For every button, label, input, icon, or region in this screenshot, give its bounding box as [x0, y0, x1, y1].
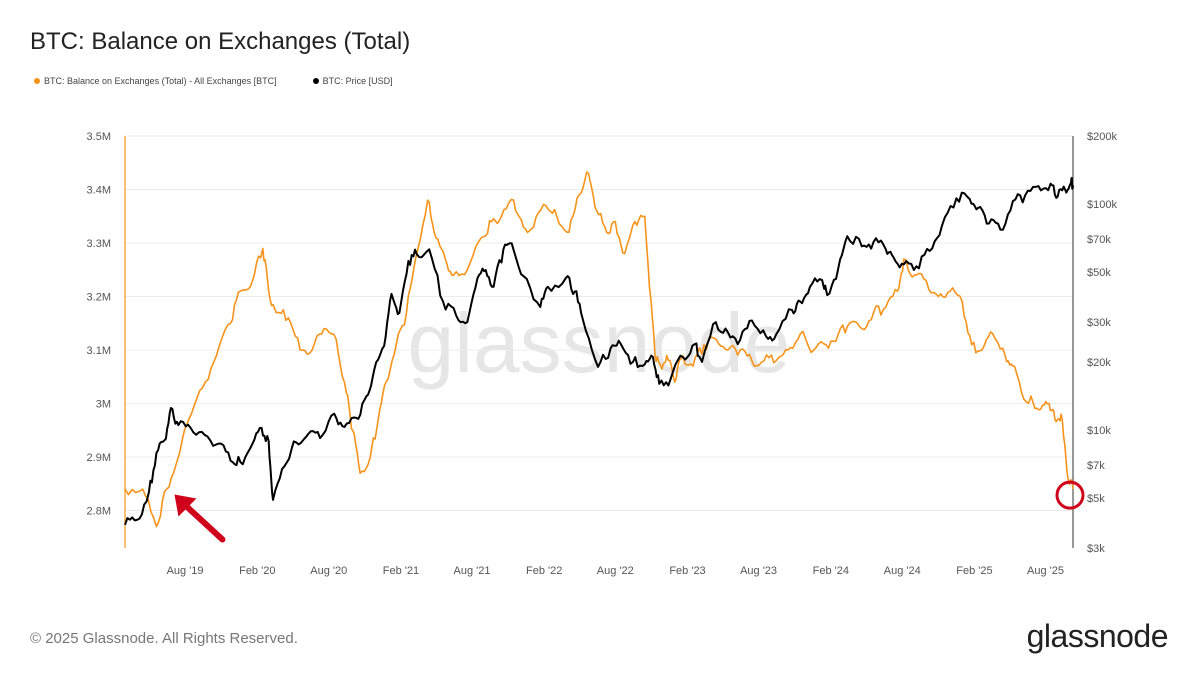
chart-title: BTC: Balance on Exchanges (Total)	[30, 28, 411, 55]
x-tick: Feb '22	[526, 565, 562, 577]
watermark: glassnode	[408, 296, 791, 390]
y-tick-right: $10k	[1087, 425, 1111, 437]
x-tick: Feb '24	[813, 565, 849, 577]
x-tick: Aug '21	[454, 565, 491, 577]
legend-item-price[interactable]: BTC: Price [USD]	[312, 76, 393, 86]
highlight-circle	[1055, 480, 1085, 510]
x-tick: Feb '23	[669, 565, 705, 577]
copyright-text: © 2025 Glassnode. All Rights Reserved.	[30, 630, 298, 647]
x-tick: Aug '22	[597, 565, 634, 577]
legend-label-balance: BTC: Balance on Exchanges (Total) - All …	[44, 76, 277, 86]
y-tick-right: $7k	[1087, 460, 1105, 472]
arrow-annotation	[181, 501, 226, 543]
series-line-price	[124, 176, 1074, 526]
y-tick-left: 3.5M	[87, 131, 111, 143]
y-tick-right: $5k	[1087, 493, 1105, 505]
legend-item-balance[interactable]: BTC: Balance on Exchanges (Total) - All …	[34, 76, 277, 86]
x-tick: Aug '23	[740, 565, 777, 577]
legend-dot-black	[312, 78, 319, 84]
y-tick-right: $3k	[1087, 543, 1105, 555]
chart-svg: glassnode 2.8M 2.9M 3M 3.1M 3.2M 3.3M 3.4M 3.5M $…	[87, 131, 1118, 577]
y-tick-right: $50k	[1087, 267, 1111, 279]
x-tick: Feb '25	[956, 565, 992, 577]
y-tick-right: $30k	[1087, 317, 1111, 329]
legend: BTC: Balance on Exchanges (Total) - All …	[34, 76, 393, 86]
y-tick-left: 3M	[96, 399, 111, 411]
y-tick-right: $200k	[1087, 131, 1117, 143]
x-tick: Aug '24	[884, 565, 921, 577]
y-tick-right: $100k	[1087, 199, 1117, 211]
x-tick: Aug '19	[167, 565, 204, 577]
x-tick: Feb '20	[239, 565, 275, 577]
legend-label-price: BTC: Price [USD]	[322, 76, 393, 86]
y-tick-left: 2.9M	[87, 452, 111, 464]
brand-logo: glassnode	[1026, 618, 1169, 654]
y-tick-right: $70k	[1087, 234, 1111, 246]
x-tick: Aug '20	[310, 565, 347, 577]
x-tick: Feb '21	[383, 565, 419, 577]
arrow-head	[174, 494, 197, 517]
x-tick: Aug '25	[1027, 565, 1064, 577]
y-tick-left: 3.4M	[87, 185, 111, 197]
y-tick-left: 2.8M	[87, 506, 111, 518]
y-tick-left: 3.2M	[87, 292, 111, 304]
legend-dot-orange	[34, 78, 40, 84]
y-tick-left: 3.3M	[87, 238, 111, 250]
series-line-balance	[124, 171, 1074, 528]
y-tick-right: $20k	[1087, 357, 1111, 369]
y-tick-left: 3.1M	[87, 345, 111, 357]
